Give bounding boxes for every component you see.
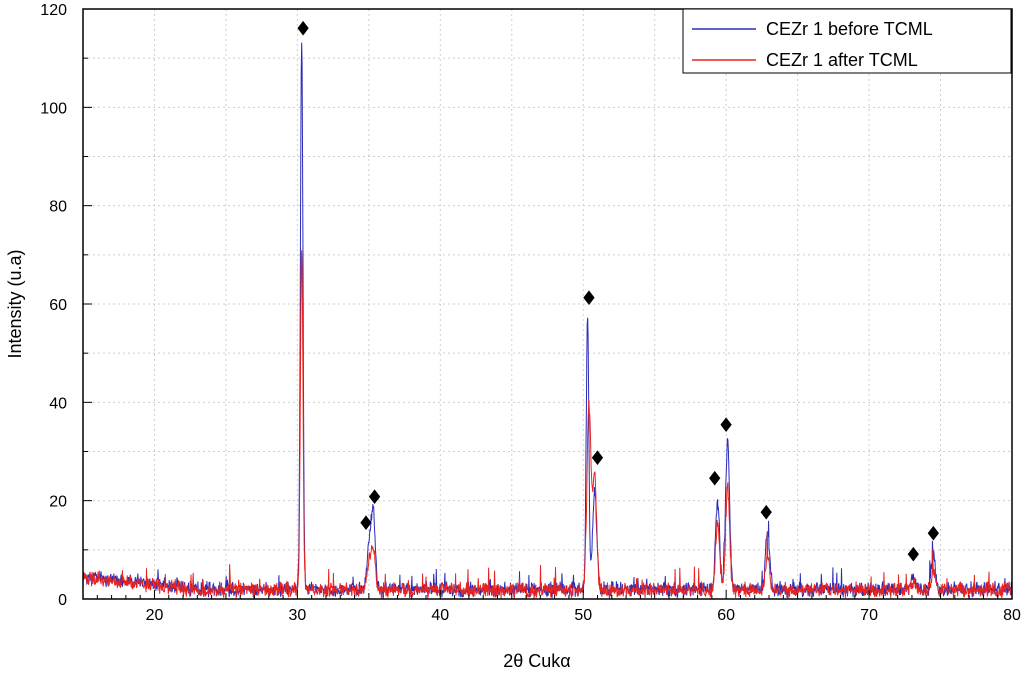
x-tick-label: 40 xyxy=(431,607,449,624)
x-tick-label: 70 xyxy=(860,607,878,624)
y-tick-label: 40 xyxy=(49,395,67,412)
peak-marker-icon: ♦ xyxy=(717,413,735,437)
peak-marker-icon: ♦ xyxy=(904,542,922,566)
x-tick-label: 30 xyxy=(288,607,306,624)
x-tick-label: 60 xyxy=(717,607,735,624)
y-axis-title: Intensity (u.a) xyxy=(5,249,25,358)
series-line-0 xyxy=(82,42,1013,599)
marker-layer: ♦♦♦♦♦♦♦♦♦♦ xyxy=(294,17,942,567)
x-axis-title: 2θ Cukα xyxy=(503,651,570,671)
x-tick-label: 50 xyxy=(574,607,592,624)
y-tick-label: 100 xyxy=(40,100,67,117)
y-tick-label: 60 xyxy=(49,297,67,314)
peak-marker-icon: ♦ xyxy=(580,286,598,310)
legend-label-after: CEZr 1 after TCML xyxy=(766,50,918,70)
y-tick-label: 20 xyxy=(49,494,67,511)
peak-marker-icon: ♦ xyxy=(757,500,775,524)
y-tick-label: 120 xyxy=(40,2,67,19)
series-layer xyxy=(82,42,1013,600)
x-tick-label: 20 xyxy=(146,607,164,624)
peak-marker-icon: ♦ xyxy=(589,446,607,470)
grid-layer xyxy=(83,9,1012,599)
x-tick-label: 80 xyxy=(1003,607,1021,624)
y-tick-label: 0 xyxy=(58,592,67,609)
peak-marker-icon: ♦ xyxy=(294,17,312,41)
peak-marker-icon: ♦ xyxy=(357,511,375,535)
series-line-1 xyxy=(82,250,1013,600)
legend-label-before: CEZr 1 before TCML xyxy=(766,19,933,39)
peak-marker-icon: ♦ xyxy=(366,485,384,509)
plot-frame xyxy=(82,8,1013,600)
tick-layer: 20 30 40 50 60 70 80 0 20 40 60 80 100 120 xyxy=(40,2,1021,624)
legend: CEZr 1 before TCML CEZr 1 after TCML xyxy=(682,8,1012,74)
peak-marker-icon: ♦ xyxy=(706,467,724,491)
peak-marker-icon: ♦ xyxy=(924,522,942,546)
y-tick-label: 80 xyxy=(49,199,67,216)
legend-box xyxy=(682,8,1012,74)
